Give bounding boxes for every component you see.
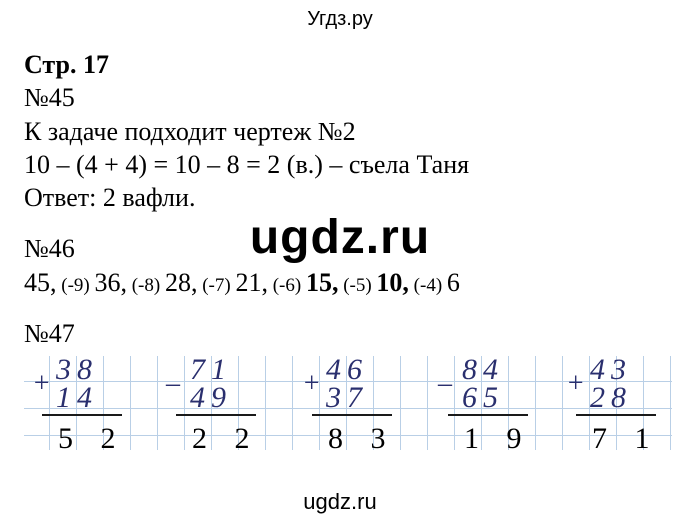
arithmetic-column: +43287 1 [564,356,674,456]
result: 7 1 [564,416,674,456]
sequence-step: (-6) [268,275,306,296]
sequence-value: 28, [165,268,198,297]
sequence-step: (-7) [197,275,235,296]
operand-top: 84 [436,356,546,384]
operand-bottom: 65 [436,384,546,412]
sequence-value: 45, [24,268,57,297]
result: 1 9 [436,416,546,456]
page-content: Стр. 17 №45 К задаче подходит чертеж №2 … [24,48,656,486]
problem-46-number: №46 [24,232,656,265]
sequence-value: 36, [94,268,127,297]
sequence-step: (-8) [127,275,165,296]
problem-47-number: №47 [24,317,656,350]
result: 5 2 [30,416,140,456]
arithmetic-column: +46378 3 [300,356,410,456]
arithmetic-column: –8465 1 9 [436,356,546,456]
sequence-value: 6 [447,268,460,297]
problem-45-line2: 10 – (4 + 4) = 10 – 8 = 2 (в.) – съела Т… [24,148,656,181]
operand-top: 71 [164,356,274,384]
result: 2 2 [164,416,274,456]
problem-45-line1: К задаче подходит чертеж №2 [24,115,656,148]
watermark-bottom: ugdz.ru [0,489,680,515]
sequence-value: 21, [235,268,268,297]
sequence-step: (-5) [338,275,376,296]
operation-sign: + [566,368,585,400]
result: 8 3 [300,416,410,456]
operation-sign: + [302,368,321,400]
sequence-step: (-9) [57,275,95,296]
problem-46-sequence: 45, (-9) 36, (-8) 28, (-7) 21, (-6) 15, … [24,266,656,299]
arithmetic-column: +38145 2 [30,356,140,456]
sequence-value: 15, [306,268,339,297]
operation-sign: – [438,368,452,400]
problem-45-number: №45 [24,81,656,114]
page-heading: Стр. 17 [24,48,656,81]
watermark-top: Угдз.ру [0,8,680,31]
problem-47-grid: +38145 2–71492 2+46378 3–84651 9+43287 1 [24,356,672,486]
sequence-value: 10, [376,268,409,297]
sequence-step: (-4) [409,275,447,296]
operation-sign: + [32,368,51,400]
operation-sign: – [166,368,180,400]
problem-45-line3: Ответ: 2 вафли. [24,181,656,214]
arithmetic-column: –7149 2 2 [164,356,274,456]
operand-bottom: 49 [164,384,274,412]
